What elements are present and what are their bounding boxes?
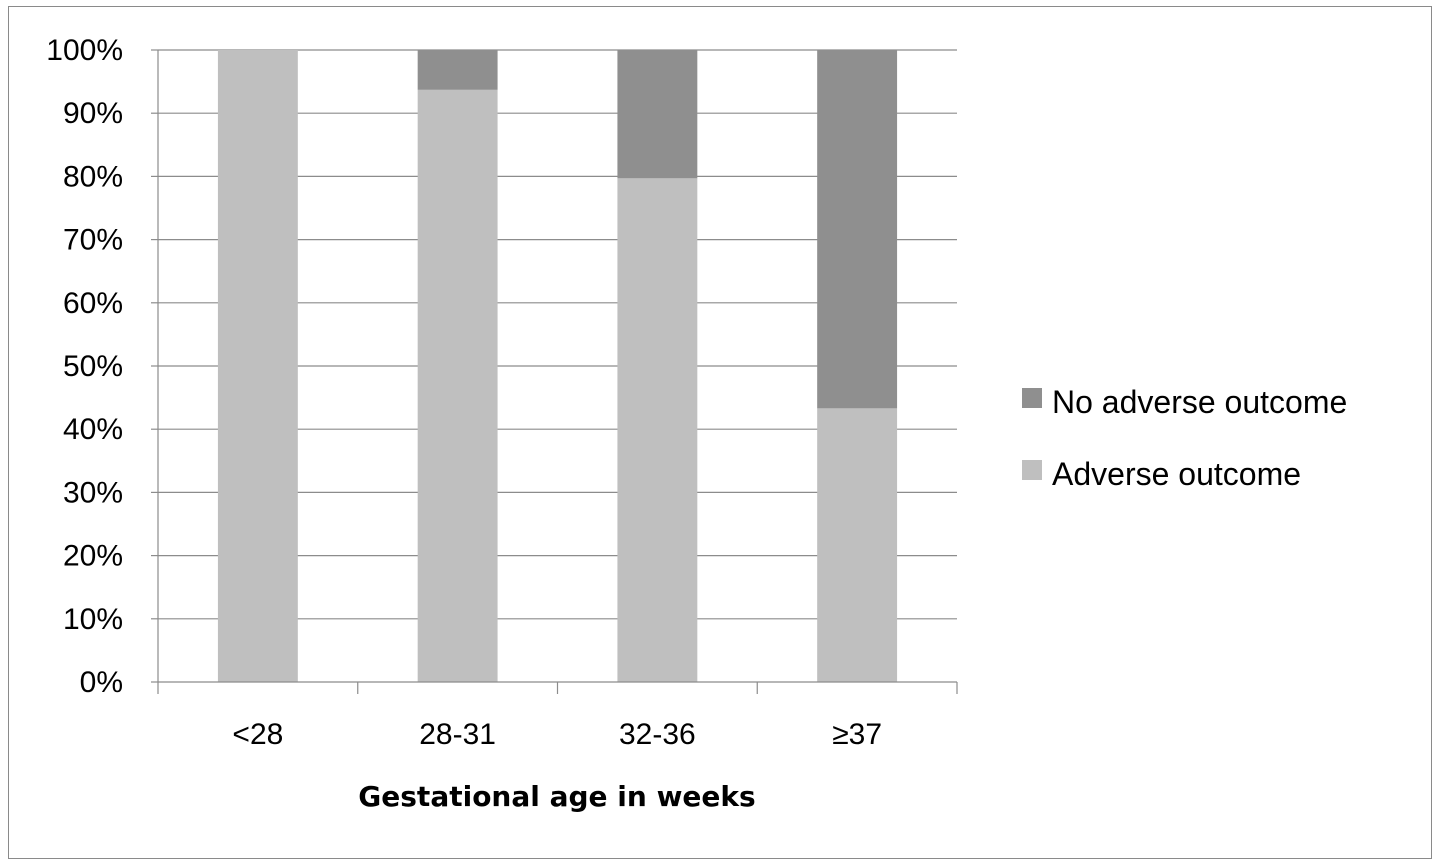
- x-tick-labels: <28 28-31 32-36 ≥37: [232, 718, 882, 751]
- bar-segment: [817, 50, 898, 409]
- x-axis-title: Gestational age in weeks: [358, 780, 755, 813]
- y-tick-label: 40%: [63, 413, 123, 446]
- y-tick-label: 70%: [63, 224, 123, 257]
- y-tick-label: 50%: [63, 350, 123, 383]
- bar-segment: [417, 50, 498, 90]
- legend-label: Adverse outcome: [1052, 456, 1301, 492]
- legend-label: No adverse outcome: [1052, 384, 1347, 420]
- x-tick-label: 32-36: [619, 718, 696, 751]
- y-tick-labels: 0% 10% 20% 30% 40% 50% 60% 70% 80% 90% 100%: [46, 34, 123, 699]
- y-tick-label: 80%: [63, 160, 123, 193]
- bars: [217, 50, 898, 683]
- bar-segment: [217, 50, 298, 682]
- y-tick-label: 100%: [46, 34, 123, 67]
- legend: No adverse outcome Adverse outcome: [1022, 384, 1347, 492]
- y-tick-label: 60%: [63, 287, 123, 320]
- bar-segment: [817, 408, 898, 682]
- legend-swatch: [1022, 388, 1042, 408]
- y-tick-label: 30%: [63, 476, 123, 509]
- bar-segment: [417, 89, 498, 683]
- bar-segment: [617, 178, 698, 682]
- legend-swatch: [1022, 460, 1042, 480]
- axes: [151, 49, 958, 694]
- x-tick-label: ≥37: [832, 718, 882, 751]
- y-tick-label: 10%: [63, 603, 123, 636]
- y-tick-label: 0%: [80, 666, 123, 699]
- y-tick-label: 20%: [63, 540, 123, 573]
- x-tick-label: <28: [232, 718, 283, 751]
- bar-segment: [617, 50, 698, 179]
- x-tick-label: 28-31: [419, 718, 496, 751]
- y-tick-label: 90%: [63, 97, 123, 130]
